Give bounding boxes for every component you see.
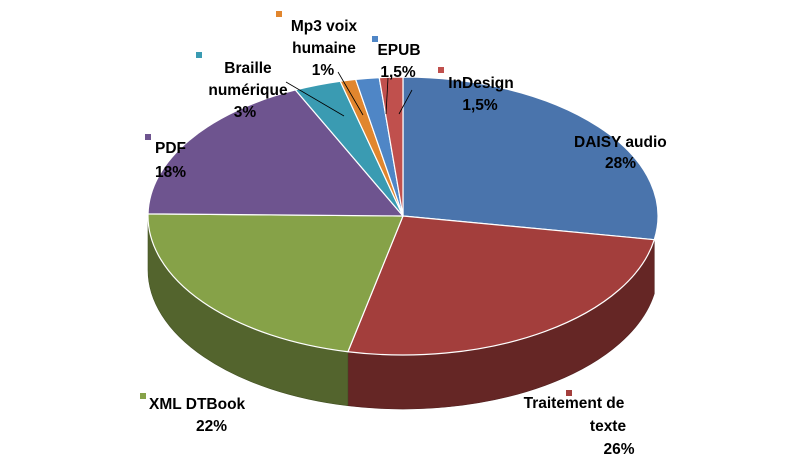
label-marker-xml-dtbook [140,393,146,399]
data-label-name-braille-numerique: Braille [224,60,272,77]
data-label-value-indesign: 1,5% [462,97,498,114]
pie-slice-pdf [147,89,404,217]
leader-line-indesign [398,89,413,115]
data-label-value-braille-numerique: 3% [234,104,257,121]
data-label-traitement-de-texte: Traitement de texte 26% [524,395,635,454]
label-marker-braille-numerique [196,52,202,58]
data-label-name-mp3-voix-humaine: humaine [292,40,356,57]
label-marker-daisy-audio [572,128,578,134]
data-label-name-traitement-de-texte: Traitement de [524,395,625,412]
leader-lines [285,71,413,117]
data-label-mp3-voix-humaine: Mp3 voix humaine 1% [291,18,358,79]
data-label-value-mp3-voix-humaine: 1% [312,62,335,79]
label-marker-epub [372,36,378,42]
data-label-name-indesign: InDesign [448,75,513,92]
pie-top-layer [147,76,659,356]
data-label-indesign: InDesign 1,5% [448,75,513,114]
leader-line-epub [385,77,389,115]
data-label-name-daisy-audio: DAISY audio [574,134,667,151]
label-marker-mp3-voix-humaine [276,11,282,17]
data-labels: DAISY audio 28% Traitement de texte 26% XML D… [140,11,667,454]
pie-slice-xml-dtbook [147,213,404,353]
data-label-name-pdf: PDF [155,140,186,157]
data-label-value-pdf: 18% [155,164,186,181]
label-marker-pdf [145,134,151,140]
label-marker-traitement-de-texte [566,390,572,396]
data-label-pdf: PDF 18% [155,140,186,181]
data-label-value-epub: 1,5% [380,64,416,81]
data-label-value-daisy-audio: 28% [605,155,636,172]
data-label-epub: EPUB 1,5% [377,42,420,81]
data-label-daisy-audio: DAISY audio 28% [574,134,667,172]
data-label-xml-dtbook: XML DTBook 22% [149,396,246,435]
pie-slice-traitement-de-texte [347,215,655,356]
data-label-value-xml-dtbook: 22% [196,418,227,435]
leader-line-mp3-voix-humaine [337,71,364,116]
pie-slice-daisy-audio [402,76,659,241]
data-label-name-xml-dtbook: XML DTBook [149,396,246,413]
label-marker-indesign [438,67,444,73]
data-label-name-epub: EPUB [377,42,420,59]
data-label-name-traitement-de-texte: texte [590,418,627,435]
pie-slice-indesign [378,76,404,217]
data-label-braille-numerique: Braille numérique 3% [208,60,288,121]
data-label-name-braille-numerique: numérique [208,82,288,99]
data-label-value-traitement-de-texte: 26% [603,441,634,454]
data-label-name-mp3-voix-humaine: Mp3 voix [291,18,358,35]
leader-line-braille-numerique [285,81,345,117]
